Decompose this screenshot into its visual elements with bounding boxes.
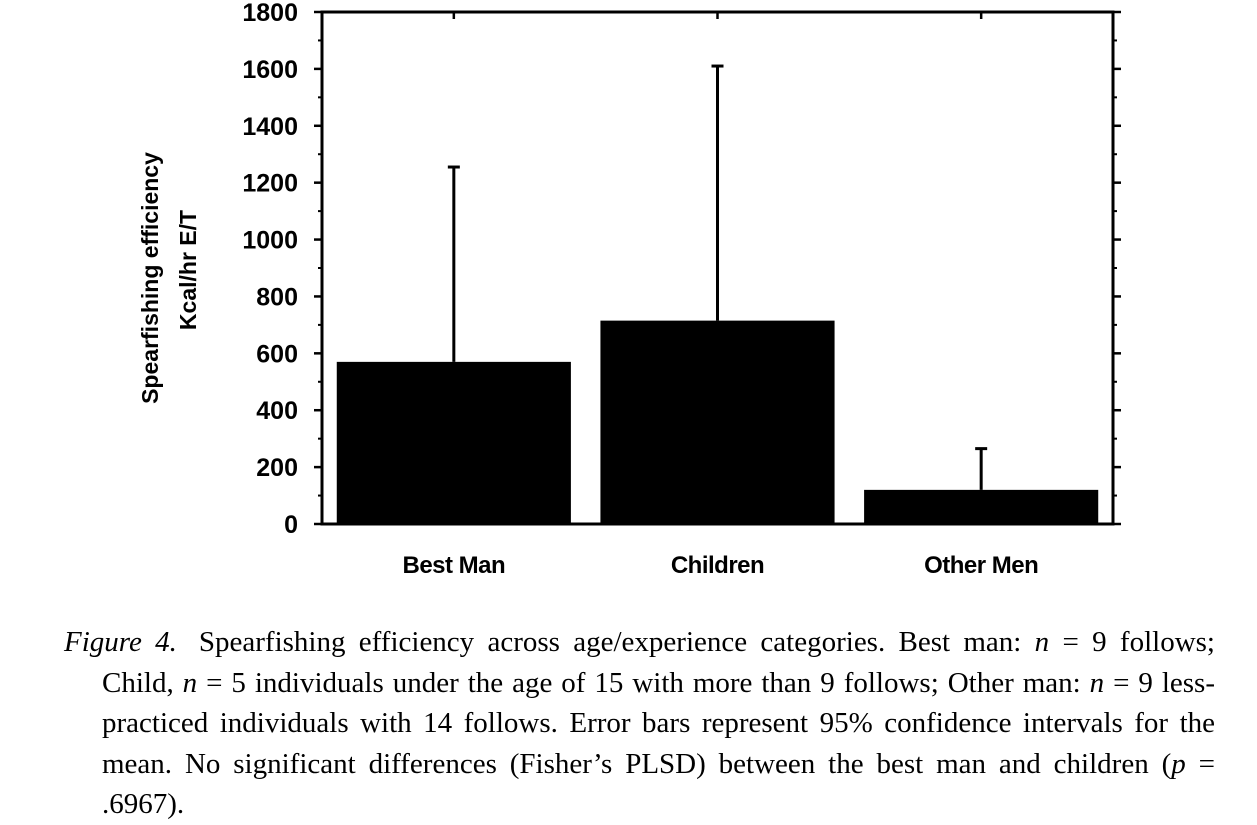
y-axis-ticks: 0 200 400 600 800 1000 1200 1400 1600 1800 [242,0,1121,539]
caption-italic-run: n [1034,626,1050,658]
bar [600,320,835,524]
bars [336,320,1099,524]
y-tick-label: 1200 [242,170,298,198]
y-tick-label: 1400 [242,113,298,141]
caption-italic-run: p [1171,747,1186,780]
y-axis-label-line-1: Spearfishing efficiency [137,152,163,404]
category-labels: Best Man Children Other Men [402,552,1038,579]
caption-run: = 9 less-practiced individuals with 14 f… [102,666,1216,780]
y-axis-label-line-2: Kcal/hr E/T [175,210,201,330]
category-label: Best Man [402,552,505,579]
caption-run: = 5 individuals under the age of 15 with… [197,666,1090,699]
caption-paragraph: Figure 4. Spearfishing efficiency across … [64,622,1215,825]
y-tick-label: 1600 [242,56,298,84]
y-tick-label: 200 [256,454,298,482]
category-label: Other Men [924,552,1038,579]
bar-chart: 0 200 400 600 800 1000 1200 1400 1600 1800 Best M… [137,0,1121,579]
caption-run: = 9 follows; Child, [102,626,1215,699]
caption-run: = .6967). [102,747,1215,821]
category-label: Children [671,552,764,579]
caption-text: Spearfishing efficiency across age/exper… [102,626,1215,820]
y-tick-label: 0 [284,511,298,539]
y-tick-label: 1800 [242,0,298,27]
y-tick-label: 600 [256,340,298,368]
figure-caption: Figure 4. Spearfishing efficiency across … [64,622,1215,825]
y-tick-label: 400 [256,397,298,425]
caption-run: Spearfishing efficiency across age/exper… [198,626,1035,658]
caption-italic-run: n [1089,666,1105,699]
y-tick-label: 800 [256,283,298,311]
bar [336,361,571,524]
error-bars [447,64,988,490]
figure-label: Figure 4. [64,626,177,658]
y-tick-label: 1000 [242,227,298,255]
caption-italic-run: n [182,666,198,699]
bar [864,489,1099,524]
